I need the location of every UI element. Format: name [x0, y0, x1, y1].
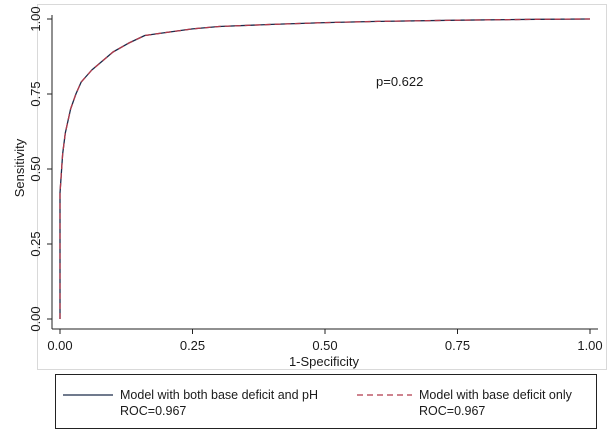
x-tick-label: 0.25	[180, 338, 205, 353]
p-value-annotation: p=0.622	[376, 74, 423, 89]
legend-box	[55, 374, 597, 429]
x-tick-label: 0.50	[312, 338, 337, 353]
legend-label: Model with base deficit only	[419, 388, 573, 402]
series-line-1	[59, 18, 591, 319]
y-tick-label: 0.50	[28, 156, 43, 181]
x-axis: 0.00 0.25 0.50 0.75 1.00	[47, 329, 603, 353]
outer-frame	[37, 4, 607, 370]
y-tick-label: 0.75	[28, 81, 43, 106]
plot-frame	[37, 4, 607, 370]
legend-roc-value: ROC=0.967	[419, 404, 485, 418]
y-tick-label: 0.00	[28, 306, 43, 331]
y-tick-label: 0.25	[28, 231, 43, 256]
y-axis-title: Sensitivity	[12, 138, 27, 197]
y-axis: 0.00 0.25 0.50 0.75 1.00	[28, 6, 52, 332]
y-tick-label: 1.00	[28, 6, 43, 31]
legend: Model with both base deficit and pH ROC=0…	[55, 374, 597, 429]
legend-label: Model with both base deficit and pH	[120, 388, 318, 402]
x-axis-title: 1-Specificity	[289, 354, 360, 369]
x-tick-label: 1.00	[577, 338, 602, 353]
series-lines	[59, 18, 591, 319]
x-tick-label: 0.00	[47, 338, 72, 353]
series-line-2	[59, 18, 591, 319]
x-tick-label: 0.75	[445, 338, 470, 353]
legend-roc-value: ROC=0.967	[120, 404, 186, 418]
